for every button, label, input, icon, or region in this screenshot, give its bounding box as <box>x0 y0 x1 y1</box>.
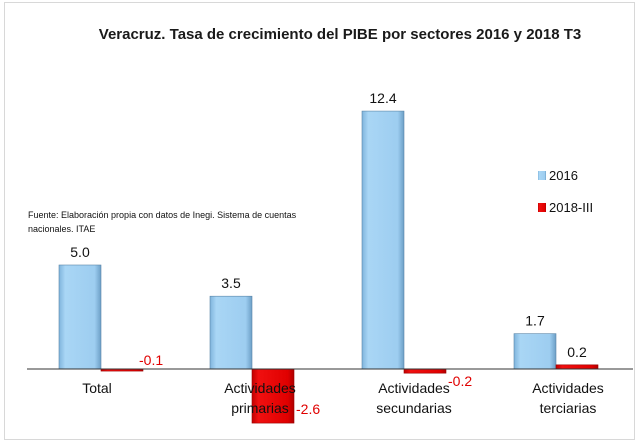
bar-2016-2 <box>361 110 405 370</box>
category-label: primarias <box>231 400 289 416</box>
data-label: 1.7 <box>525 313 545 329</box>
bar-2016-3 <box>513 333 557 370</box>
legend-swatch-2016 <box>538 171 546 180</box>
source-note: Fuente: Elaboración propia con datos de … <box>28 210 297 234</box>
bar-2018-III-2 <box>403 368 447 374</box>
data-label: 0.2 <box>567 344 587 360</box>
bar-2016-1 <box>209 295 253 370</box>
data-label: 12.4 <box>369 90 396 106</box>
data-label: -2.6 <box>296 401 320 417</box>
data-label: 3.5 <box>221 275 241 291</box>
bar-2018-III-3 <box>555 364 599 370</box>
legend-label: 2018-III <box>549 200 593 215</box>
data-label: -0.1 <box>139 352 163 368</box>
bar-2018-III-1 <box>251 368 295 424</box>
legend-label: 2016 <box>549 168 578 183</box>
category-label: Actividades <box>378 380 450 396</box>
category-label: Actividades <box>224 380 296 396</box>
category-label: terciarias <box>540 400 597 416</box>
legend-swatch-2018-III <box>538 203 546 212</box>
category-label: Actividades <box>532 380 604 396</box>
chart-frame <box>4 2 635 440</box>
data-label: -0.2 <box>448 373 472 389</box>
category-label: secundarias <box>376 400 452 416</box>
category-label: Total <box>82 380 112 396</box>
data-label: 5.0 <box>70 244 90 260</box>
chart-title: Veracruz. Tasa de crecimiento del PIBE p… <box>98 26 582 43</box>
bar-2016-0 <box>58 264 102 370</box>
